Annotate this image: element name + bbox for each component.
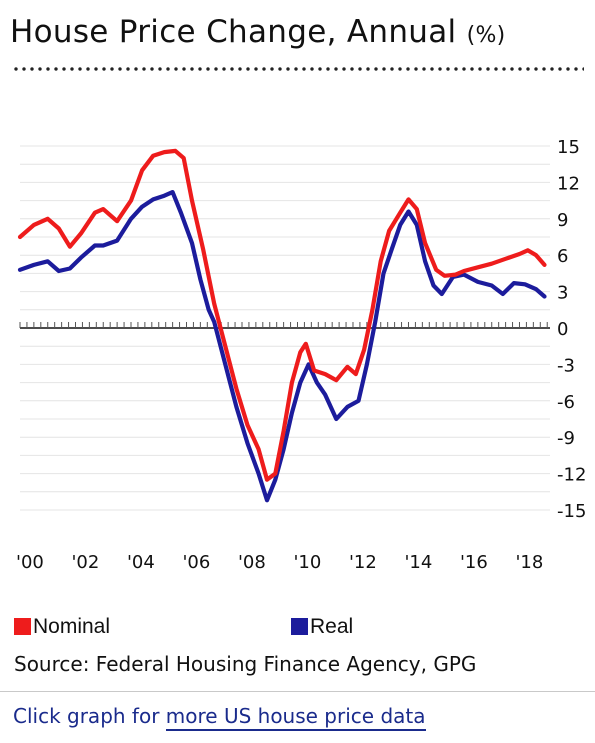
- series-line-real: [17, 190, 547, 503]
- y-tick-label: 15: [557, 137, 580, 158]
- x-tick-label: '04: [127, 552, 155, 573]
- y-tick-label: -9: [557, 428, 575, 449]
- y-tick-label: 3: [557, 283, 568, 304]
- chart-title: House Price Change, Annual (%): [10, 14, 506, 50]
- legend-item-real[interactable]: Real: [291, 615, 353, 639]
- y-tick-label: 6: [557, 246, 568, 267]
- chart-title-text: House Price Change, Annual: [10, 14, 457, 50]
- legend-item-nominal[interactable]: Nominal: [14, 615, 110, 639]
- line-chart[interactable]: 15 12 9 6 3 0 -3 -6 -9 -12 -15 '00 '02 '04 '06 '08 '10 '1…: [0, 0, 595, 600]
- series-line-nominal: [17, 148, 547, 482]
- legend-label-real: Real: [310, 615, 354, 638]
- chart-title-unit: (%): [466, 23, 506, 48]
- y-tick-label: -3: [557, 355, 575, 376]
- more-data-link[interactable]: Click graph for more US house price data: [13, 704, 426, 731]
- y-tick-label: -6: [557, 392, 575, 413]
- source-note: Source: Federal Housing Finance Agency, …: [14, 652, 477, 676]
- y-tick-label: 0: [557, 319, 568, 340]
- link-prefix: Click graph for: [13, 704, 166, 728]
- x-tick-label: '14: [404, 552, 432, 573]
- y-tick-label: -12: [557, 465, 586, 486]
- y-tick-label: 12: [557, 173, 580, 194]
- x-tick-label: '08: [238, 552, 266, 573]
- link-text[interactable]: more US house price data: [165, 704, 426, 731]
- x-tick-label: '06: [182, 552, 210, 573]
- x-tick-label: '10: [293, 552, 321, 573]
- x-tick-label: '12: [349, 552, 377, 573]
- x-tick-label: '18: [515, 552, 543, 573]
- legend-label-nominal: Nominal: [33, 615, 111, 638]
- y-tick-label: 9: [557, 210, 568, 231]
- x-tick-label: '16: [460, 552, 488, 573]
- x-tick-label: '00: [16, 552, 44, 573]
- y-tick-label: -15: [557, 501, 586, 522]
- legend-swatch-nominal: [14, 618, 31, 635]
- divider: [0, 691, 595, 692]
- title-dotted-rule: [12, 66, 584, 72]
- legend-swatch-real: [291, 618, 308, 635]
- x-tick-label: '02: [71, 552, 99, 573]
